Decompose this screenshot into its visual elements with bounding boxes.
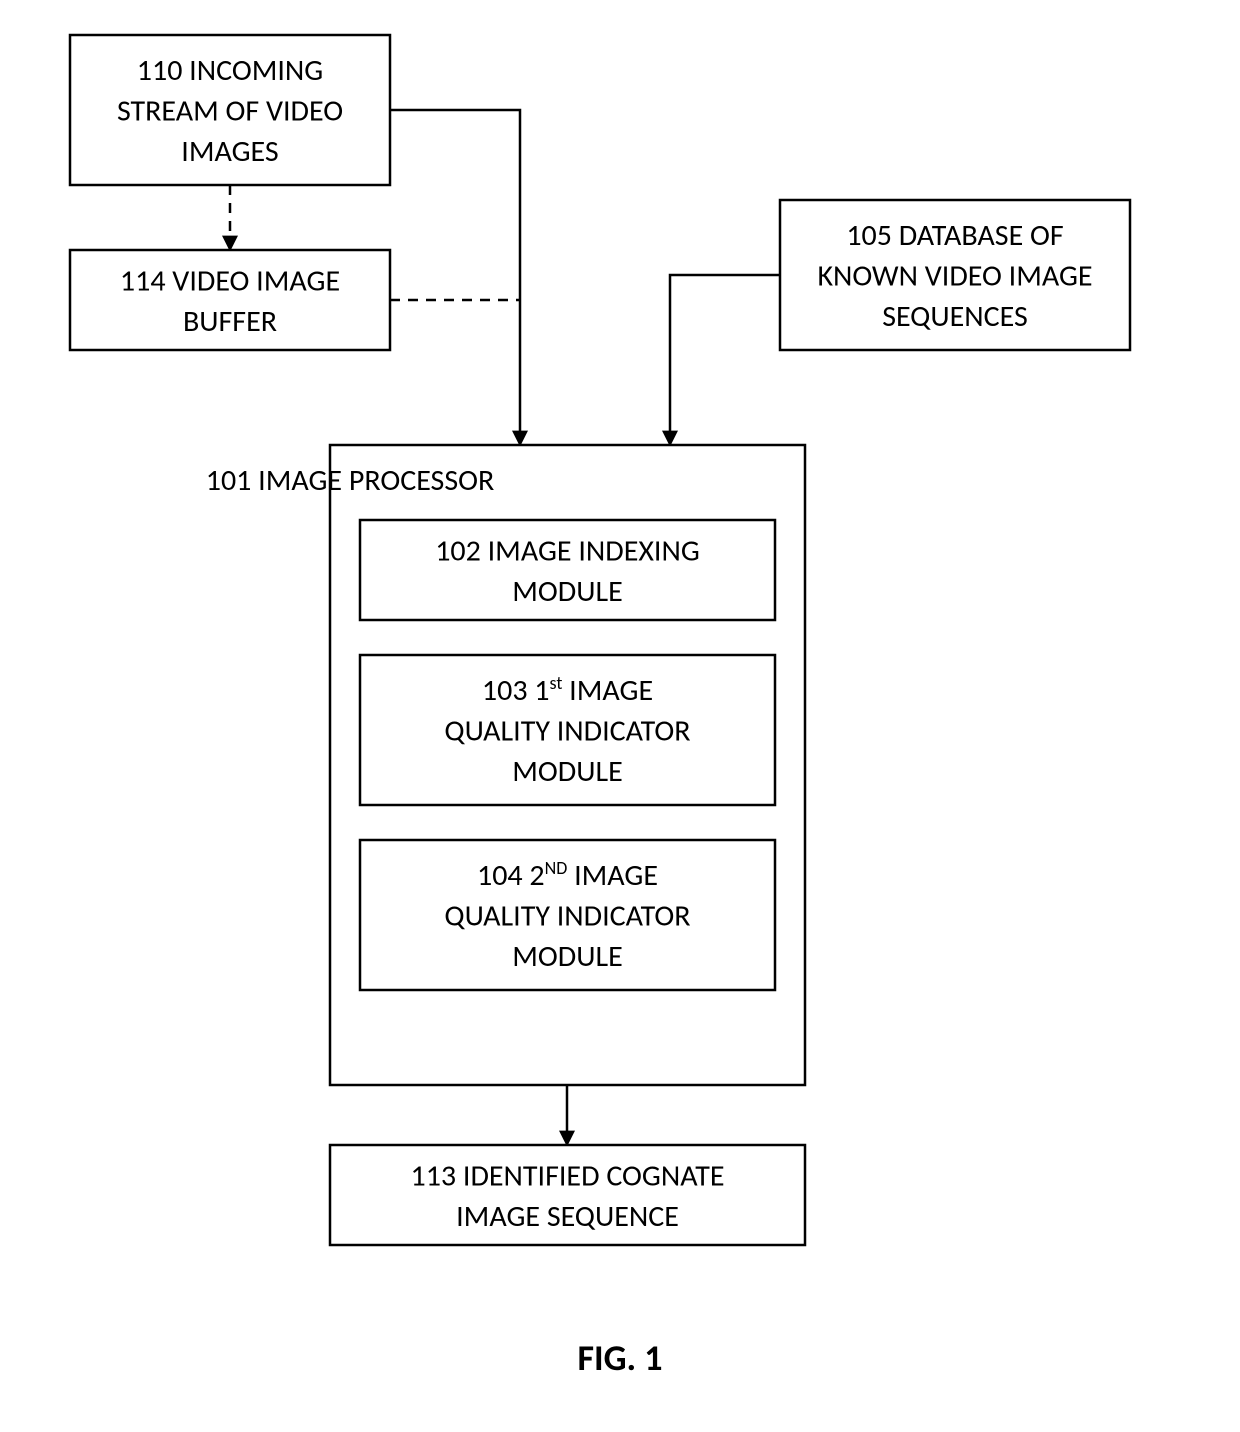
buffer-label: 114 VIDEO IMAGE bbox=[120, 262, 340, 299]
processor-title: 101 IMAGE PROCESSOR bbox=[206, 462, 495, 499]
incoming-label: 110 INCOMING bbox=[137, 52, 323, 89]
mod-second-label: MODULE bbox=[512, 938, 622, 975]
database-label: 105 DATABASE OF bbox=[846, 217, 1063, 254]
mod-first-label: MODULE bbox=[512, 753, 622, 790]
mod-first-label: 103 1st IMAGE bbox=[482, 672, 653, 709]
connector-database-to-processor bbox=[670, 275, 780, 445]
cognate-label: 113 IDENTIFIED COGNATE bbox=[410, 1157, 724, 1194]
mod-index-label: 102 IMAGE INDEXING bbox=[435, 532, 700, 569]
mod-second-label: QUALITY INDICATOR bbox=[444, 898, 690, 935]
incoming-label: STREAM OF VIDEO bbox=[117, 93, 343, 130]
cognate-label: IMAGE SEQUENCE bbox=[456, 1198, 679, 1235]
mod-first-label: QUALITY INDICATOR bbox=[444, 713, 690, 750]
mod-index-label: MODULE bbox=[512, 573, 622, 610]
database-label: KNOWN VIDEO IMAGE bbox=[817, 258, 1092, 295]
incoming-label: IMAGES bbox=[181, 133, 278, 170]
buffer-label: BUFFER bbox=[183, 303, 277, 340]
figure-label: FIG. 1 bbox=[577, 1336, 662, 1380]
connector-incoming-to-processor bbox=[390, 110, 520, 445]
mod-second-label: 104 2ND IMAGE bbox=[477, 857, 658, 894]
database-label: SEQUENCES bbox=[882, 298, 1028, 335]
